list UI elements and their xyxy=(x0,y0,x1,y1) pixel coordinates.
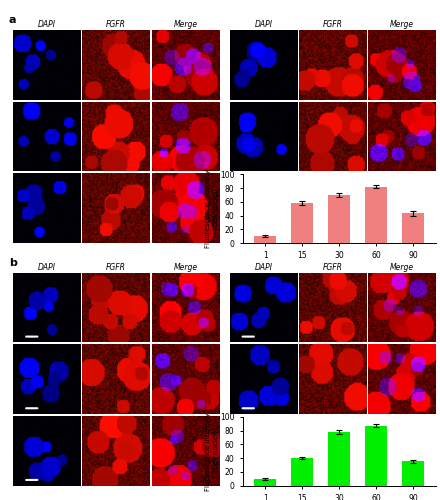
Text: DAPI: DAPI xyxy=(254,262,272,272)
Text: Merge: Merge xyxy=(390,262,414,272)
Bar xyxy=(328,195,350,243)
Y-axis label: Fluorescence intensity
(Cell nuclei): Fluorescence intensity (Cell nuclei) xyxy=(205,169,219,248)
Bar xyxy=(254,480,276,486)
Text: DAPI: DAPI xyxy=(254,20,272,29)
Text: Merge: Merge xyxy=(173,262,198,272)
Bar xyxy=(365,426,388,486)
Text: Merge: Merge xyxy=(173,20,198,29)
Bar xyxy=(365,186,388,243)
Text: FGFR: FGFR xyxy=(106,262,126,272)
Bar xyxy=(291,458,313,485)
Text: DAPI: DAPI xyxy=(38,20,56,29)
Bar xyxy=(328,432,350,486)
Text: FGFR: FGFR xyxy=(323,262,343,272)
Bar xyxy=(402,462,425,485)
Text: FGFR: FGFR xyxy=(106,20,126,29)
Text: DAPI: DAPI xyxy=(38,262,56,272)
Text: a: a xyxy=(9,15,16,25)
Text: b: b xyxy=(9,258,17,268)
Bar xyxy=(254,236,276,243)
Bar xyxy=(402,214,425,243)
Text: Merge: Merge xyxy=(390,20,414,29)
Bar xyxy=(291,203,313,243)
Y-axis label: Fluorescence intensity
(Cell nuclei): Fluorescence intensity (Cell nuclei) xyxy=(205,412,219,490)
Text: FGFR: FGFR xyxy=(323,20,343,29)
